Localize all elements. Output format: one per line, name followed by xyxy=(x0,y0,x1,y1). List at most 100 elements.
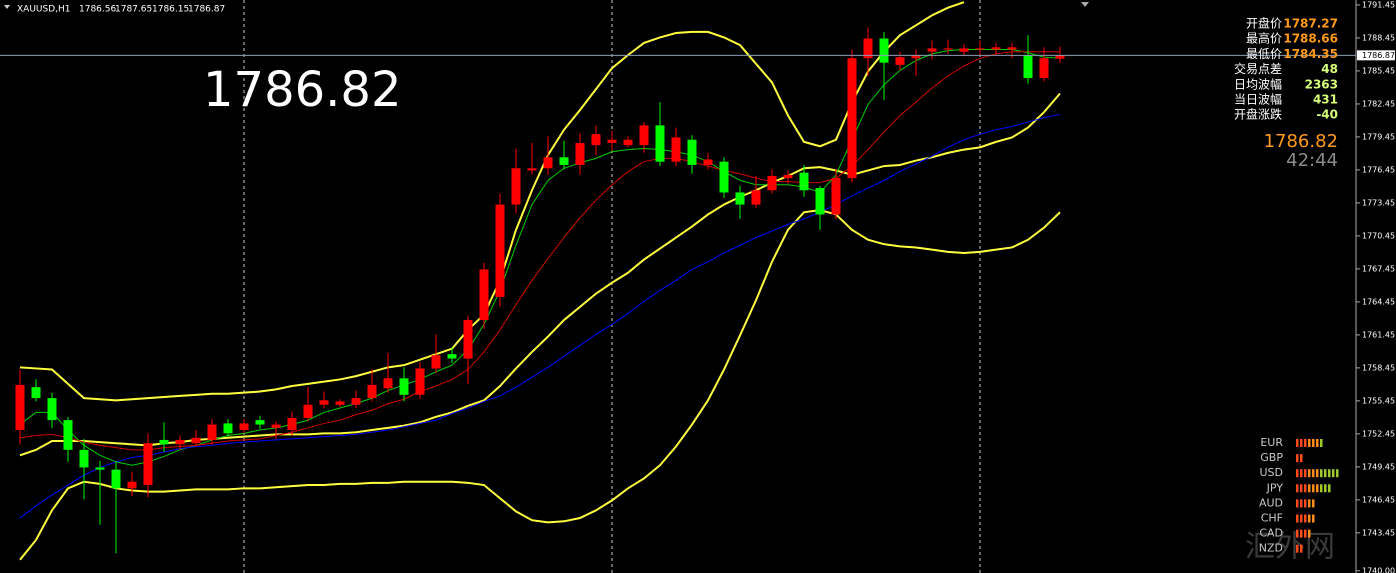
candle-body xyxy=(1055,55,1065,59)
strength-segment xyxy=(1316,484,1319,493)
header-close: 1786.87 xyxy=(188,5,225,15)
strength-segment xyxy=(1300,439,1303,447)
stat-label: 交易点差 xyxy=(1234,61,1282,76)
strength-segment xyxy=(1300,454,1303,463)
candle-body xyxy=(463,320,473,359)
candle-body xyxy=(175,439,185,445)
y-tick-label: 1761.45 xyxy=(1362,330,1395,339)
strength-segment xyxy=(1300,529,1303,538)
candle-body xyxy=(111,469,121,489)
candle-body xyxy=(991,47,1001,50)
strength-segment xyxy=(1296,484,1299,493)
strength-segment xyxy=(1312,499,1315,508)
strength-segment xyxy=(1324,484,1327,493)
candle-body xyxy=(911,54,921,59)
candle-body xyxy=(239,423,249,431)
candle-body xyxy=(719,161,729,193)
candle-body xyxy=(815,188,825,215)
candle-body xyxy=(895,57,905,65)
strength-segment xyxy=(1320,469,1323,478)
strength-segment xyxy=(1320,439,1323,447)
strength-segment xyxy=(1336,469,1339,478)
candle-body xyxy=(687,139,697,165)
strength-segment xyxy=(1304,439,1307,447)
candle-body xyxy=(47,398,57,421)
candle-body xyxy=(255,420,265,425)
candle-body xyxy=(15,384,25,431)
y-tick-label: 1767.45 xyxy=(1362,264,1395,273)
candle-body xyxy=(143,443,153,486)
strength-bar xyxy=(1296,499,1315,508)
strength-segment xyxy=(1296,454,1299,463)
menu-arrow[interactable] xyxy=(4,5,10,9)
candle-body xyxy=(559,157,569,165)
stat-label: 最低价 xyxy=(1246,47,1282,61)
stat-label: 开盘涨跌 xyxy=(1234,107,1282,122)
strength-segment xyxy=(1296,499,1299,508)
y-tick-label: 1758.45 xyxy=(1362,363,1395,372)
strength-segment xyxy=(1312,469,1315,478)
strength-bar xyxy=(1296,514,1315,523)
y-tick-label: 1743.45 xyxy=(1362,528,1395,537)
y-tick-label: 1785.45 xyxy=(1362,66,1395,75)
header-high: 1787.65 xyxy=(115,5,152,15)
strength-segment xyxy=(1316,469,1319,478)
indicator-line xyxy=(19,113,1061,519)
strength-segment xyxy=(1296,514,1299,523)
stat-value: 48 xyxy=(1321,62,1338,76)
strength-segment xyxy=(1324,469,1327,478)
candle-body xyxy=(623,139,633,146)
strength-segment xyxy=(1308,484,1311,493)
big-price: 1786.82 xyxy=(203,62,402,118)
strength-bar xyxy=(1296,454,1303,463)
candle-body xyxy=(751,190,761,205)
candle-body xyxy=(831,178,841,215)
currency-label: GBP xyxy=(1260,451,1283,464)
indicator-line xyxy=(19,48,1061,466)
strength-segment xyxy=(1308,499,1311,508)
candle-body xyxy=(655,125,665,162)
strength-segment xyxy=(1296,469,1299,478)
stat-value: 1788.66 xyxy=(1283,32,1338,46)
candle-body xyxy=(847,58,857,179)
indicator-line xyxy=(19,51,1060,451)
strength-segment xyxy=(1308,514,1311,523)
y-tick-label: 1773.45 xyxy=(1362,198,1395,207)
strength-segment xyxy=(1300,484,1303,493)
y-tick-label: 1746.45 xyxy=(1362,495,1395,504)
candle-body xyxy=(527,168,537,171)
header-open: 1786.56 xyxy=(79,5,116,15)
y-tick-label: 1749.45 xyxy=(1362,462,1395,471)
indicator-line xyxy=(19,209,1061,561)
y-tick-label: 1788.45 xyxy=(1362,33,1395,42)
candle-body xyxy=(415,368,425,395)
strength-segment xyxy=(1312,514,1315,523)
stat-label: 最高价 xyxy=(1246,31,1282,46)
price-label: 1786.87 xyxy=(1362,51,1395,60)
candle-body xyxy=(735,192,745,205)
y-tick-label: 1791.45 xyxy=(1362,0,1395,9)
plot-area xyxy=(15,1,1065,561)
strength-segment xyxy=(1312,484,1315,493)
candle-body xyxy=(399,378,409,395)
strength-segment xyxy=(1304,469,1307,478)
candle-body xyxy=(223,423,233,434)
candle-body xyxy=(319,400,329,405)
candle-body xyxy=(767,175,777,191)
candle-body xyxy=(879,38,889,63)
candle-body xyxy=(191,437,201,444)
stat-value: -40 xyxy=(1316,108,1338,122)
strength-bar xyxy=(1296,529,1311,538)
stat-label: 当日波幅 xyxy=(1234,92,1282,107)
candle-body xyxy=(63,420,73,450)
candle-body xyxy=(975,48,985,50)
strength-bar xyxy=(1296,484,1331,493)
panel-price: 1786.82 xyxy=(1264,131,1338,152)
currency-label: CHF xyxy=(1261,512,1283,525)
candle-body xyxy=(671,137,681,162)
candle-body xyxy=(431,355,441,369)
y-tick-label: 1752.45 xyxy=(1362,429,1395,438)
strength-segment xyxy=(1328,469,1331,478)
candle-body xyxy=(1023,54,1033,79)
